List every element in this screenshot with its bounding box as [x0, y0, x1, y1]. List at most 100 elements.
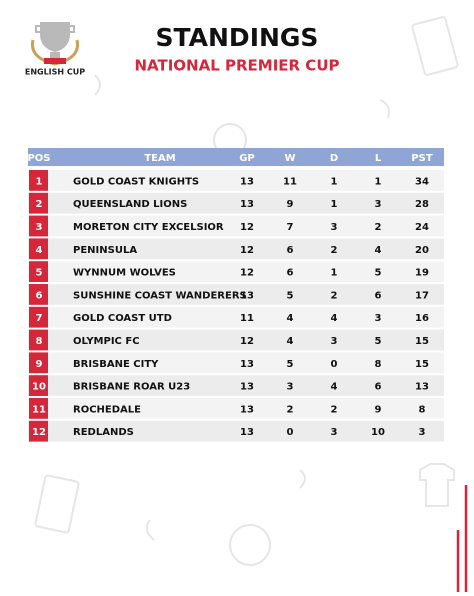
stat: 34 — [415, 176, 429, 187]
pos-cell — [29, 352, 48, 374]
stat: 6 — [375, 382, 382, 393]
column-header: PST — [411, 153, 433, 164]
stat: 5 — [287, 290, 294, 301]
row-background — [28, 170, 444, 191]
position: 4 — [36, 245, 43, 256]
position: 9 — [36, 359, 43, 370]
stat: 2 — [331, 404, 338, 415]
position: 5 — [36, 268, 43, 279]
team-name: OLYMPIC FC — [73, 336, 140, 347]
stat: 5 — [375, 336, 382, 347]
pos-cell — [29, 398, 48, 419]
row-background — [28, 420, 444, 442]
position: 11 — [32, 404, 46, 415]
team-name: MORETON CITY EXCELSIOR — [73, 222, 224, 233]
team-name: REDLANDS — [73, 427, 134, 438]
row-background — [28, 192, 444, 214]
pos-cell — [29, 215, 48, 237]
stat: 8 — [419, 404, 426, 415]
position: 1 — [36, 176, 43, 187]
column-header: TEAM — [144, 153, 175, 164]
position: 10 — [32, 382, 46, 393]
position: 2 — [36, 199, 43, 210]
stat: 11 — [283, 176, 297, 187]
position: 7 — [36, 313, 43, 324]
stat: 3 — [375, 313, 382, 324]
team-name: GOLD COAST UTD — [73, 313, 172, 324]
stat: 12 — [240, 245, 254, 256]
stat: 13 — [240, 199, 254, 210]
position: 3 — [36, 222, 43, 233]
stat: 4 — [287, 313, 294, 324]
subtitle: NATIONAL PREMIER CUP — [134, 57, 339, 75]
stat: 13 — [240, 176, 254, 187]
stat: 4 — [375, 245, 382, 256]
stat: 1 — [331, 176, 338, 187]
position: 12 — [32, 427, 46, 438]
stat: 3 — [419, 427, 426, 438]
stat: 24 — [415, 222, 429, 233]
pos-cell — [29, 170, 48, 191]
column-header: GP — [239, 153, 255, 164]
stat: 13 — [240, 359, 254, 370]
stat: 3 — [331, 222, 338, 233]
stat: 13 — [240, 404, 254, 415]
position: 8 — [36, 336, 43, 347]
team-name: ROCHEDALE — [73, 404, 141, 415]
stat: 10 — [371, 427, 385, 438]
pos-cell — [29, 192, 48, 214]
row-background — [28, 375, 444, 396]
stat: 5 — [287, 359, 294, 370]
logo-text: ENGLISH CUP — [25, 68, 85, 77]
stat: 17 — [415, 290, 429, 301]
pos-cell — [29, 238, 48, 260]
stat: 3 — [331, 336, 338, 347]
row-background — [28, 238, 444, 260]
column-header: W — [284, 153, 295, 164]
pos-cell — [29, 261, 48, 282]
stat: 19 — [415, 268, 429, 279]
pos-cell — [29, 284, 48, 305]
row-background — [28, 284, 444, 305]
pos-cell — [29, 375, 48, 396]
stat: 13 — [240, 427, 254, 438]
stat: 8 — [375, 359, 382, 370]
stat: 12 — [240, 336, 254, 347]
stat: 2 — [331, 290, 338, 301]
stat: 3 — [331, 427, 338, 438]
column-header: D — [330, 153, 338, 164]
stat: 5 — [375, 268, 382, 279]
team-name: QUEENSLAND LIONS — [73, 199, 187, 210]
stat: 4 — [331, 313, 338, 324]
stat: 9 — [375, 404, 382, 415]
row-background — [28, 306, 444, 328]
stat: 1 — [331, 268, 338, 279]
stat: 20 — [415, 245, 429, 256]
stat: 3 — [375, 199, 382, 210]
stat: 13 — [240, 382, 254, 393]
stat: 1 — [331, 199, 338, 210]
stat: 9 — [287, 199, 294, 210]
position: 6 — [36, 290, 43, 301]
header-row — [28, 148, 444, 166]
stat: 12 — [240, 222, 254, 233]
team-name: BRISBANE ROAR U23 — [73, 382, 190, 393]
stat: 11 — [240, 313, 254, 324]
stat: 6 — [287, 268, 294, 279]
team-name: SUNSHINE COAST WANDERERS — [73, 290, 247, 301]
team-name: WYNNUM WOLVES — [73, 268, 176, 279]
stat: 6 — [375, 290, 382, 301]
stat: 12 — [240, 268, 254, 279]
row-background — [28, 261, 444, 282]
stat: 13 — [240, 290, 254, 301]
stat: 3 — [287, 382, 294, 393]
stat: 6 — [287, 245, 294, 256]
stat: 2 — [331, 245, 338, 256]
team-name: GOLD COAST KNIGHTS — [73, 176, 199, 187]
stat: 1 — [375, 176, 382, 187]
stat: 28 — [415, 199, 429, 210]
pos-cell — [29, 306, 48, 328]
logo: ENGLISH CUP — [25, 22, 85, 77]
stat: 16 — [415, 313, 429, 324]
